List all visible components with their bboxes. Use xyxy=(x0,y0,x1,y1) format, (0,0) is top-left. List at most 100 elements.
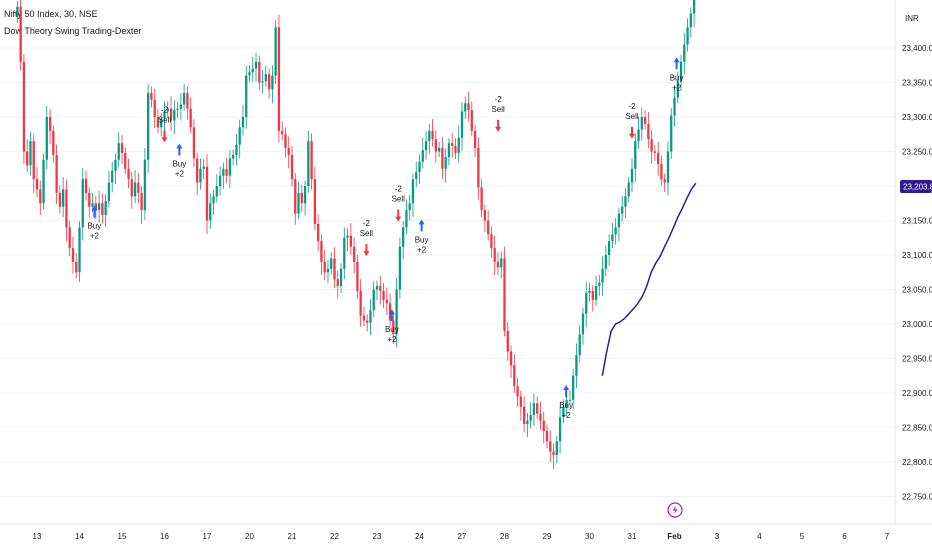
candle-body xyxy=(248,72,251,76)
candle-body xyxy=(26,151,29,166)
candle-body xyxy=(679,61,683,82)
candle-body xyxy=(32,141,35,180)
candle-body xyxy=(460,111,464,138)
y-tick-label: 23,250.00 xyxy=(902,148,932,157)
candle-body xyxy=(444,157,447,169)
candle-body xyxy=(640,117,643,130)
candle-body xyxy=(199,168,202,183)
candle-body xyxy=(490,234,493,249)
candle-body xyxy=(447,143,451,158)
x-tick-label: 29 xyxy=(543,532,552,541)
time-axis[interactable]: 13 14 15 16 17 20 21 22 23 24 27 28 29 30 31 Feb 3 4 5 6 7 xyxy=(33,532,890,541)
candle-body xyxy=(428,130,431,142)
candle-body xyxy=(189,108,192,128)
candle-body xyxy=(91,203,94,207)
candle-body xyxy=(519,396,522,407)
candle-body xyxy=(565,399,568,407)
y-tick-label: 23,150.00 xyxy=(902,217,932,226)
moving-average xyxy=(601,182,697,376)
candle-body xyxy=(630,168,634,183)
candle-body xyxy=(562,406,565,418)
candle-body xyxy=(585,292,588,314)
candle-body xyxy=(607,241,611,255)
candle-body xyxy=(614,227,617,235)
candle-body xyxy=(405,210,408,228)
event-marker-circle[interactable] xyxy=(667,502,683,518)
candle-body xyxy=(140,192,143,211)
candle-body xyxy=(320,241,323,262)
candle-body xyxy=(196,158,199,183)
candle-body xyxy=(487,220,490,235)
buy-arrow-icon xyxy=(563,385,570,397)
candle-body xyxy=(55,154,58,193)
event-marker[interactable] xyxy=(667,502,683,518)
candle-body xyxy=(473,130,477,149)
buy-signal-label: Buy xyxy=(559,401,573,410)
candle-body xyxy=(578,334,581,356)
candle-body xyxy=(686,27,689,45)
candle-body xyxy=(581,313,585,335)
candle-body xyxy=(130,179,133,197)
candle-body xyxy=(294,179,297,214)
candle-body xyxy=(657,152,660,164)
sell-signal-label: Sell xyxy=(360,229,374,238)
candle-body xyxy=(182,92,186,105)
sell-arrow-icon xyxy=(495,119,502,132)
candle-body xyxy=(457,137,460,153)
x-tick-label: Feb xyxy=(667,532,681,541)
candle-body xyxy=(670,115,673,152)
grid xyxy=(0,0,932,525)
candle-body xyxy=(418,161,421,173)
candle-body xyxy=(258,61,261,83)
candle-body xyxy=(281,130,284,135)
candle-body xyxy=(437,148,441,152)
buy-signal-qty: +2 xyxy=(417,245,427,254)
buy-signal-qty: +2 xyxy=(90,232,100,241)
candles xyxy=(16,0,696,469)
x-tick-label: 7 xyxy=(885,532,890,541)
sell-signal-label: Sell xyxy=(392,195,406,204)
candle-body xyxy=(264,74,267,82)
candle-body xyxy=(650,139,653,152)
candle-body xyxy=(251,68,254,73)
sell-signal-qty: -2 xyxy=(363,219,371,228)
candle-body xyxy=(97,203,101,211)
candle-body xyxy=(529,415,532,421)
sell-signal-qty: -2 xyxy=(628,102,636,111)
sell-signal-label: Sell xyxy=(158,115,172,124)
candle-body xyxy=(375,286,379,290)
candle-body xyxy=(287,148,290,155)
candle-body xyxy=(16,6,19,17)
chart-symbol-title[interactable]: Nifty 50 Index, 30, NSE xyxy=(4,9,98,19)
y-tick-label: 23,350.00 xyxy=(902,79,932,88)
candle-body xyxy=(539,413,542,421)
buy-signal-label: Buy xyxy=(415,235,429,244)
sell-signal-qty: -2 xyxy=(495,95,503,104)
candle-body xyxy=(392,320,395,335)
candle-body xyxy=(267,74,271,90)
sell-arrow-icon xyxy=(161,130,168,143)
buy-arrow-icon xyxy=(673,57,680,70)
candle-body xyxy=(94,203,97,211)
candle-body xyxy=(526,420,529,425)
candle-body xyxy=(163,111,166,119)
candle-body xyxy=(660,163,663,180)
candle-body xyxy=(215,186,218,197)
candle-body xyxy=(323,261,326,273)
y-tick-label: 22,850.00 xyxy=(902,424,932,433)
sell-signal-qty: -2 xyxy=(395,185,403,194)
candle-body xyxy=(176,108,179,111)
candle-body xyxy=(568,399,572,401)
candle-body xyxy=(166,108,169,112)
currency-label[interactable]: INR xyxy=(905,14,919,23)
candle-body xyxy=(173,110,176,121)
sell-signal-label: Sell xyxy=(625,112,639,121)
candle-body xyxy=(52,130,55,155)
candle-body xyxy=(572,375,575,400)
indicator-title[interactable]: Dow Theory Swing Trading-Dexter xyxy=(4,26,142,36)
candle-body xyxy=(598,282,601,287)
candle-body xyxy=(39,189,42,204)
candle-body xyxy=(310,141,313,180)
price-axis[interactable]: INR 22,750.00 22,800.00 22,850.00 22,900.00… xyxy=(902,14,932,502)
